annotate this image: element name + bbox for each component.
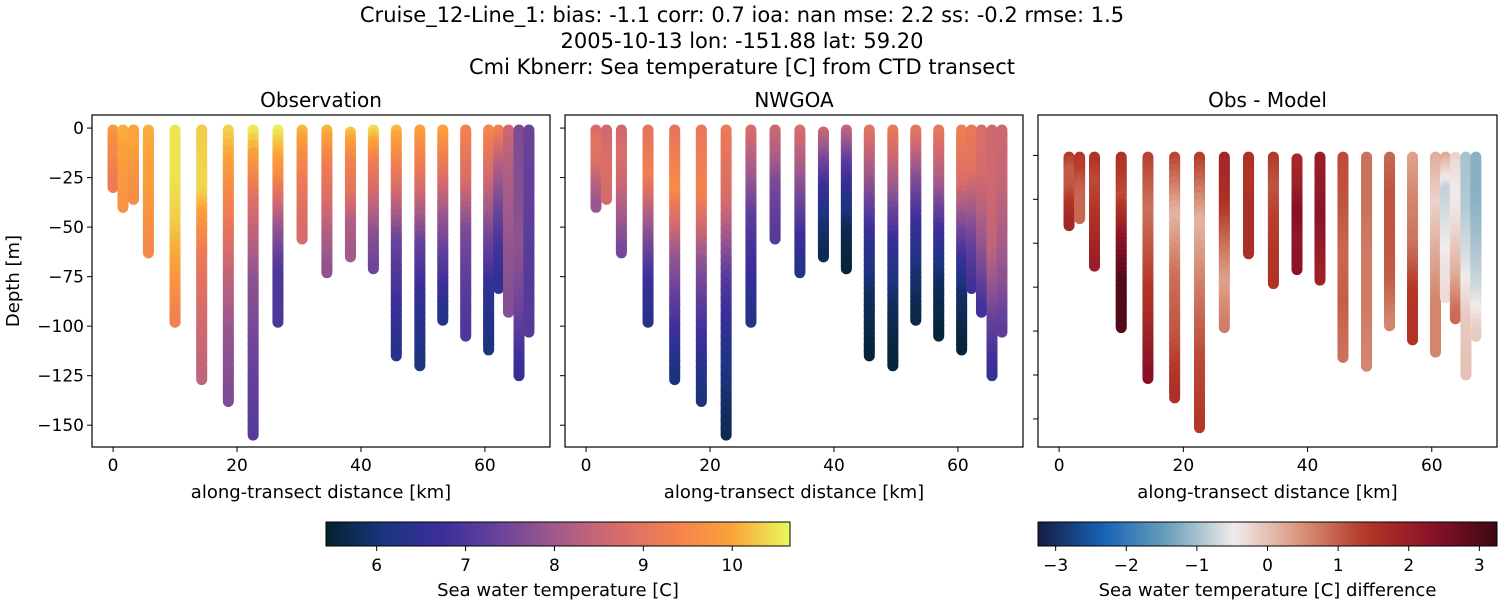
colorbar-tick-label: 6 (371, 556, 382, 576)
y-tick-label: −125 (37, 367, 84, 387)
panel-title: NWGOA (754, 88, 834, 112)
colorbar-tick-label: 7 (460, 556, 471, 576)
colorbar-tick-label: 8 (549, 556, 560, 576)
profiles (1063, 151, 1482, 434)
x-tick-label: 20 (699, 456, 721, 476)
title-line-1: Cruise_12-Line_1: bias: -1.1 corr: 0.7 i… (360, 3, 1124, 28)
x-tick-label: 40 (1297, 456, 1319, 476)
colorbar-tick-label: −1 (1184, 556, 1209, 576)
colorbar-thermal: 6 7 8 9 10 Sea water temperature [C] (325, 521, 791, 600)
x-tick-label: 20 (226, 456, 248, 476)
y-tick-label: 0 (73, 119, 84, 139)
x-tick-label: 60 (474, 456, 496, 476)
colorbar-tick-label: 2 (1403, 556, 1414, 576)
colorbar-label: Sea water temperature [C] difference (1099, 580, 1437, 600)
panel-title: Observation (260, 88, 382, 112)
axes-frame (91, 114, 551, 448)
colorbar-label: Sea water temperature [C] (437, 580, 679, 600)
y-tick-label: −25 (48, 169, 84, 189)
panel-title: Obs - Model (1208, 88, 1327, 112)
y-tick-label: −100 (37, 317, 84, 337)
x-tick-label: 60 (1421, 456, 1443, 476)
axes-frame (564, 114, 1024, 448)
x-axis-label: along-transect distance [km] (191, 482, 451, 503)
x-tick-label: 0 (108, 456, 119, 476)
axes-frame (1037, 114, 1498, 448)
colorbar-balance: −3 −2 −1 0 1 2 3 Sea water temperature [C] diff… (1037, 521, 1498, 600)
colorbar-tick-label: 0 (1262, 556, 1273, 576)
x-tick-label: 40 (350, 456, 372, 476)
y-tick-label: −50 (48, 218, 84, 238)
x-tick-label: 0 (581, 456, 592, 476)
x-tick-label: 60 (947, 456, 969, 476)
panel-model: 0 20 40 60 NWGOA along-transect distance [km] (560, 88, 1024, 503)
colorbar-tick-label: 1 (1333, 556, 1344, 576)
title-line-3: Cmi Kbnerr: Sea temperature [C] from CTD… (469, 55, 1015, 79)
panel-obs: 0 20 40 60 0 −25 −50 −75 −100 −125 −150 Observation… (3, 88, 551, 503)
x-tick-label: 0 (1054, 456, 1065, 476)
colorbar-tick-label: 3 (1474, 556, 1485, 576)
colorbar-tick-label: −3 (1043, 556, 1068, 576)
colorbar-tick-label: 10 (721, 556, 743, 576)
figure-title: Cruise_12-Line_1: bias: -1.1 corr: 0.7 i… (360, 3, 1124, 79)
colorbar-gradient (1037, 521, 1498, 547)
y-tick-label: −150 (37, 416, 84, 436)
colorbar-tick-label: 9 (638, 556, 649, 576)
x-axis-label: along-transect distance [km] (664, 482, 924, 503)
colorbar-tick-label: −2 (1114, 556, 1139, 576)
y-tick-label: −75 (48, 268, 84, 288)
profiles (590, 124, 1008, 441)
y-axis-label: Depth [m] (3, 235, 24, 327)
panel-diff: 0 20 40 60 Obs - Model along-transect distanc… (1033, 88, 1498, 503)
x-tick-label: 40 (823, 456, 845, 476)
colorbar-gradient (325, 521, 791, 547)
profiles (107, 124, 535, 441)
title-line-2: 2005-10-13 lon: -151.88 lat: 59.20 (561, 29, 924, 53)
x-axis-label: along-transect distance [km] (1137, 482, 1397, 503)
x-tick-label: 20 (1173, 456, 1195, 476)
